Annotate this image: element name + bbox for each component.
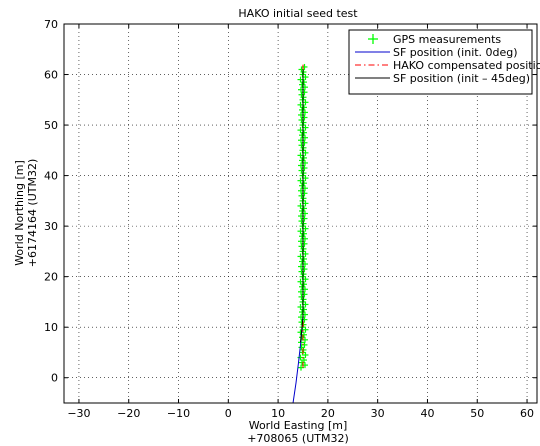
x-tick-label: 0: [225, 407, 232, 420]
gps-measurement-marker: [301, 89, 308, 96]
legend-marker-plus: [368, 34, 378, 44]
x-tick-label: 30: [371, 407, 385, 420]
gps-measurement-marker: [301, 215, 308, 222]
gps-measurement-marker: [300, 180, 307, 187]
x-tick-label: 20: [321, 407, 335, 420]
gps-measurement-marker: [301, 190, 308, 197]
gps-measurement-marker: [301, 165, 308, 172]
gps-measurement-marker: [300, 230, 307, 237]
legend: GPS measurements SF position (init. 0deg…: [348, 29, 540, 95]
gps-measurement-marker: [300, 205, 307, 212]
gps-measurement-marker: [297, 329, 304, 336]
gps-measurement-marker: [300, 281, 307, 288]
legend-entry-sf-0deg: SF position (init. 0deg): [355, 46, 518, 59]
series-line-3: [300, 69, 304, 343]
y-tick-label: 40: [44, 170, 58, 183]
gps-measurement-marker: [301, 291, 308, 298]
x-tick-label: −10: [167, 407, 190, 420]
gps-measurement-marker: [301, 63, 308, 70]
x-tick-label: 40: [420, 407, 434, 420]
y-tick-label: 60: [44, 69, 58, 82]
legend-entry-gps: GPS measurements: [368, 33, 501, 46]
gps-measurement-marker: [300, 306, 307, 313]
x-tick-label: 50: [470, 407, 484, 420]
x-tick-label: −30: [67, 407, 90, 420]
axes-frame: [63, 23, 538, 404]
tick-layer: −30 −20 −10 0 10 20 30 40 50 60 0 10 20 30 40 50 60 70: [44, 18, 537, 420]
legend-label: GPS measurements: [393, 33, 501, 46]
y-tick-label: 0: [51, 372, 58, 385]
x-tick-label: −20: [117, 407, 140, 420]
legend-box: [348, 29, 533, 95]
gps-measurement-marker: [301, 341, 308, 348]
gps-measurement-marker: [300, 255, 307, 262]
gps-measurement-marker: [301, 240, 308, 247]
x-tick-label: 60: [520, 407, 534, 420]
y-tick-label: 50: [44, 119, 58, 132]
gps-measurement-marker: [300, 129, 307, 136]
y-tick-label: 30: [44, 220, 58, 233]
gps-measurement-marker: [300, 79, 307, 86]
x-axis-label: World Easting [m]: [249, 419, 348, 432]
y-tick-label: 10: [44, 321, 58, 334]
legend-label: SF position (init. 0deg): [393, 46, 518, 59]
gps-measurement-marker: [300, 104, 307, 111]
series-layer: [292, 63, 309, 403]
y-axis-label: World Northing [m]: [13, 160, 26, 266]
x-axis-label-secondary: +708065 (UTM32): [247, 432, 349, 445]
legend-label: HAKO compensated position: [393, 59, 540, 72]
gps-measurement-marker: [301, 266, 308, 273]
gps-measurement-marker: [301, 114, 308, 121]
legend-entry-hako: HAKO compensated position: [355, 59, 540, 72]
x-tick-label: 10: [271, 407, 285, 420]
y-axis-label-secondary: +6174164 (UTM32): [26, 159, 39, 268]
legend-entry-sf-45deg: SF position (init – 45deg): [355, 72, 530, 85]
chart-title: HAKO initial seed test: [238, 7, 358, 20]
gps-measurement-marker: [300, 154, 307, 161]
y-tick-label: 20: [44, 271, 58, 284]
legend-label: SF position (init – 45deg): [393, 72, 530, 85]
gps-measurement-marker: [300, 357, 307, 364]
y-tick-label: 70: [44, 18, 58, 31]
gps-measurement-marker: [301, 139, 308, 146]
